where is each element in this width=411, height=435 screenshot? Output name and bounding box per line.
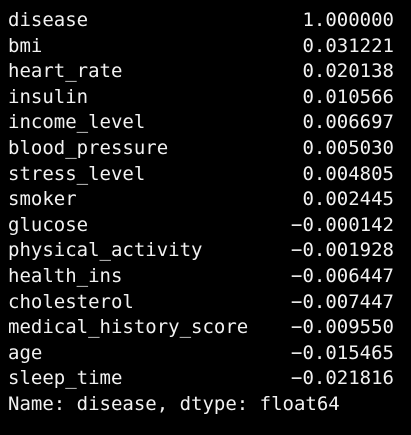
table-row: glucose −0.000142 <box>8 213 394 239</box>
feature-name: bmi <box>8 34 43 57</box>
feature-name: blood_pressure <box>8 136 169 159</box>
correlation-value: −0.015465 <box>291 341 394 364</box>
table-row: age −0.015465 <box>8 341 394 367</box>
correlation-value: 0.031221 <box>302 34 394 57</box>
table-row: disease 1.000000 <box>8 8 394 34</box>
table-row: blood_pressure 0.005030 <box>8 136 394 162</box>
table-row: physical_activity −0.001928 <box>8 238 394 264</box>
table-row: bmi 0.031221 <box>8 34 394 60</box>
feature-name: heart_rate <box>8 60 123 83</box>
feature-name: age <box>8 341 43 364</box>
feature-name: insulin <box>8 85 89 108</box>
correlation-value: −0.021816 <box>291 367 394 390</box>
table-row: stress_level 0.004805 <box>8 162 394 188</box>
feature-name: stress_level <box>8 162 146 185</box>
correlation-value: −0.000142 <box>291 213 394 236</box>
feature-name: disease <box>8 9 89 31</box>
feature-name: income_level <box>8 111 146 134</box>
feature-name: glucose <box>8 213 89 236</box>
correlation-value: 0.004805 <box>302 162 394 185</box>
feature-name: cholesterol <box>8 290 134 313</box>
correlation-value: −0.006447 <box>291 264 394 287</box>
correlation-value: −0.009550 <box>291 316 394 339</box>
series-footer: Name: disease, dtype: float64 <box>8 392 340 415</box>
feature-name: medical_history_score <box>8 316 249 339</box>
table-row: insulin 0.010566 <box>8 85 394 111</box>
feature-name: sleep_time <box>8 367 123 390</box>
correlation-value: 0.010566 <box>302 85 394 108</box>
table-row: heart_rate 0.020138 <box>8 59 394 85</box>
correlation-value: 1.000000 <box>302 9 394 31</box>
feature-name: health_ins <box>8 264 123 287</box>
table-row: medical_history_score −0.009550 <box>8 315 394 341</box>
table-row: cholesterol −0.007447 <box>8 290 394 316</box>
correlation-value: 0.006697 <box>302 111 394 134</box>
correlation-value: 0.002445 <box>302 188 394 211</box>
table-row: smoker 0.002445 <box>8 187 394 213</box>
correlation-value: 0.020138 <box>302 60 394 83</box>
correlation-value: −0.001928 <box>291 239 394 262</box>
feature-name: smoker <box>8 188 77 211</box>
correlation-value: 0.005030 <box>302 136 394 159</box>
table-row: income_level 0.006697 <box>8 110 394 136</box>
table-row: sleep_time −0.021816 <box>8 366 394 392</box>
correlation-value: −0.007447 <box>291 290 394 313</box>
table-row: health_ins −0.006447 <box>8 264 394 290</box>
feature-name: physical_activity <box>8 239 203 262</box>
